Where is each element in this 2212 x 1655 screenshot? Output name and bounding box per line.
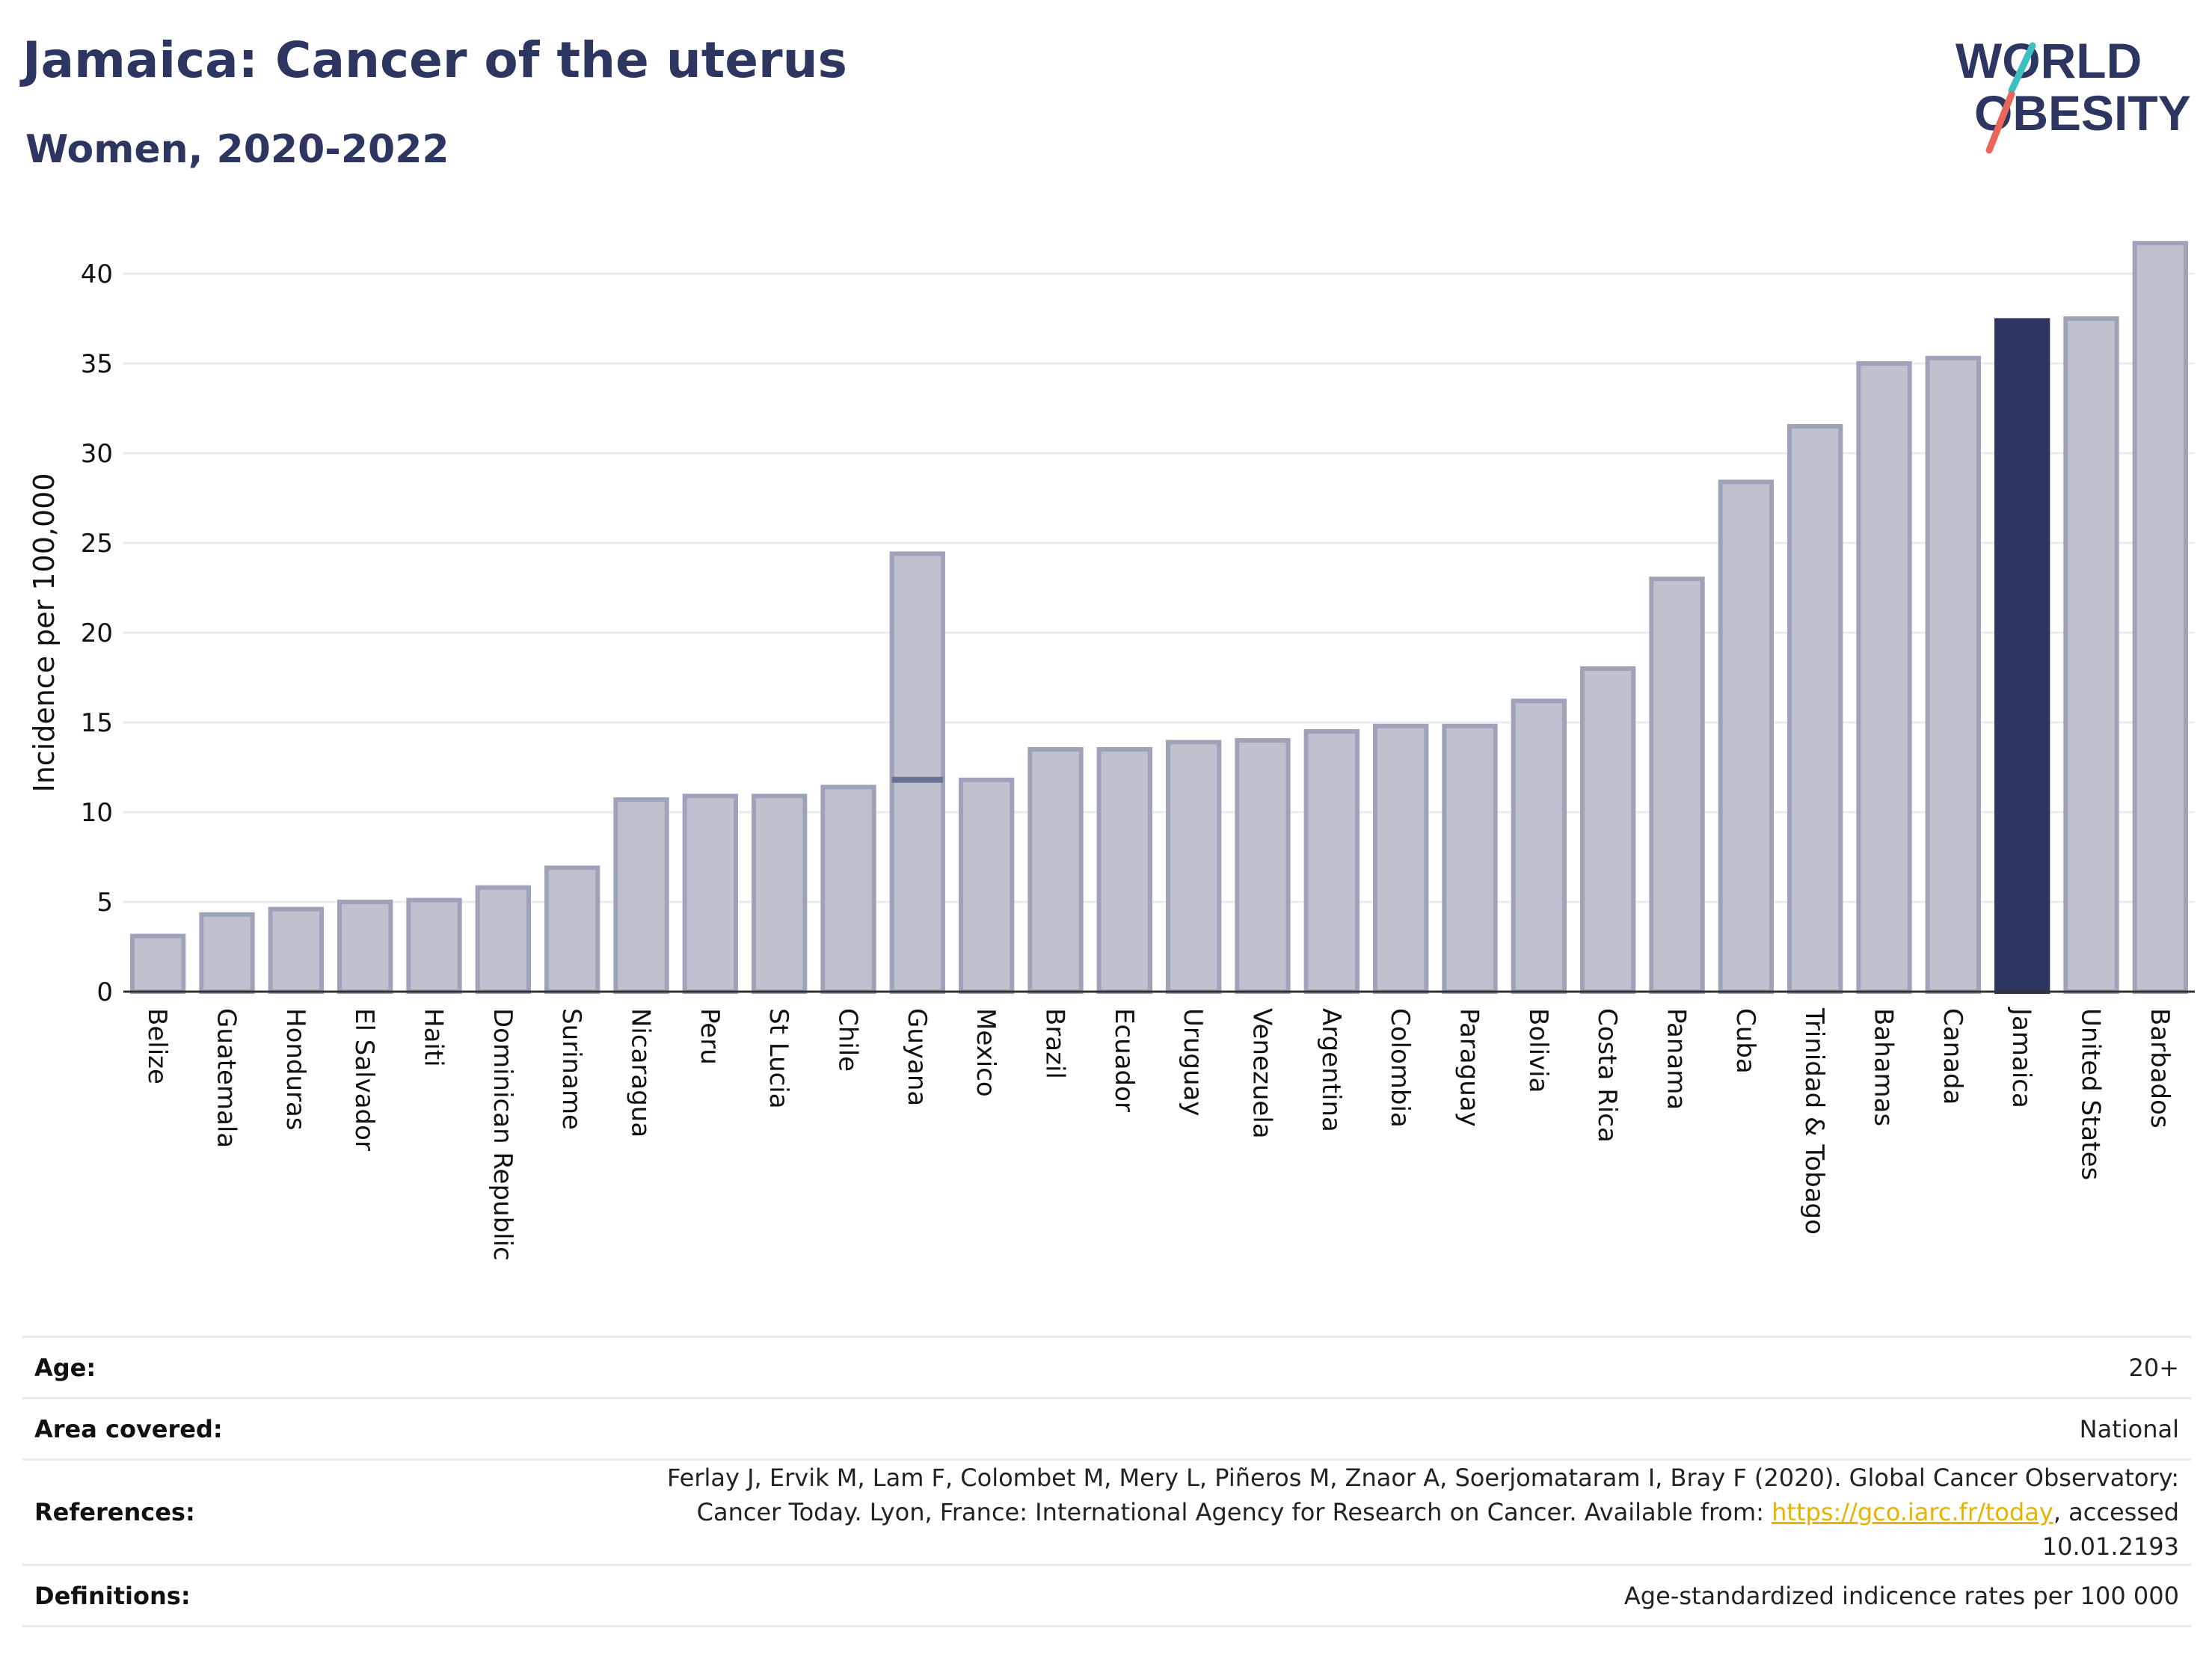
y-tick-label: 15 [81,708,113,738]
y-tick-label: 30 [81,439,113,469]
bar [889,551,945,994]
x-tick-label: Paraguay [1454,1008,1484,1127]
x-tick-label: Bolivia [1523,1008,1553,1093]
meta-row-references: References: Ferlay J, Ervik M, Lam F, Co… [22,1458,2191,1566]
bar [1096,747,1152,994]
bar [406,897,462,994]
bar [1303,729,1360,994]
bar [1787,424,1843,994]
reference-link[interactable]: https://gco.iarc.fr/today [1772,1498,2053,1526]
bar [1442,723,1498,994]
bar [268,906,324,994]
x-tick-label: Haiti [419,1008,449,1067]
meta-key-age: Age: [22,1336,570,1399]
x-tick-label: St Lucia [764,1008,793,1109]
x-tick-label: Chile [833,1008,863,1072]
bar [1925,355,1981,995]
bar [1718,479,1774,994]
world-obesity-logo: WORLD OBESITY [1956,33,2191,154]
meta-value-age: 20+ [570,1336,2191,1399]
y-tick-label: 5 [96,888,113,918]
x-tick-label: Colombia [1385,1008,1415,1128]
bar [475,885,531,994]
y-tick-label: 0 [96,977,113,1007]
bar [820,784,876,995]
x-tick-label: Costa Rica [1592,1008,1622,1143]
meta-value-definitions: Age-standardized indicence rates per 100… [570,1564,2191,1627]
x-tick-label: Ecuador [1109,1008,1139,1112]
meta-key-area: Area covered: [22,1397,570,1461]
bar [752,793,808,995]
logo-slash-teal [2008,42,2036,94]
bar [1856,361,1912,994]
bar [1027,747,1084,994]
chart-subtitle: Women, 2020-2022 [25,127,449,172]
bar-chart: 0 5 10 15 20 25 30 35 40 Incidence per 100,000 Bel… [28,241,2195,1261]
chart-title: Jamaica: Cancer of the uterus [22,31,847,89]
meta-value-area: National [570,1397,2191,1461]
x-tick-label: Guyana [902,1008,932,1106]
bar [1373,723,1429,994]
logo-text-world: WORLD [1956,33,2142,88]
bar [959,777,1015,994]
reference-accessed: , accessed 10.01.2193 [2042,1498,2179,1561]
meta-key-references: References: [22,1458,570,1566]
bar [1235,738,1291,994]
y-axis-label: Incidence per 100,000 [28,473,61,792]
meta-row-area: Area covered: National [22,1397,2191,1461]
x-tick-label: Argentina [1316,1008,1346,1132]
x-tick-label: Suriname [556,1008,586,1130]
x-tick-label: Trinidad & Tobago [1799,1007,1829,1235]
meta-key-definitions: Definitions: [22,1564,570,1627]
bar [1649,577,1705,994]
bar [1994,318,2050,994]
y-tick-label: 40 [81,260,113,289]
bar [2063,316,2119,994]
bar [337,900,393,994]
meta-row-definitions: Definitions: Age-standardized indicence … [22,1564,2191,1627]
bar [1511,698,1567,994]
x-tick-label: Honduras [280,1008,310,1131]
y-tick-label: 10 [81,798,113,828]
bar [1166,740,1222,995]
x-tick-label: Panama [1662,1008,1692,1110]
x-tick-label: Belize [142,1008,172,1084]
meta-value-references: Ferlay J, Ervik M, Lam F, Colombet M, Me… [570,1458,2191,1566]
bar [199,912,255,994]
x-tick-label: Brazil [1040,1008,1070,1079]
bar [130,933,186,994]
x-tick-label: Uruguay [1178,1008,1208,1117]
x-tick-label: Nicaragua [626,1008,656,1137]
x-tick-label: Dominican Republic [488,1008,517,1261]
bar [2132,241,2188,994]
bar [544,865,600,995]
x-tick-label: Venezuela [1247,1008,1277,1139]
reference-text: Ferlay J, Ervik M, Lam F, Colombet M, Me… [667,1464,2179,1526]
bar [682,793,738,995]
logo-slash-red [1985,90,2015,154]
x-tick-label: Peru [695,1008,725,1065]
x-tick-label: Jamaica [2006,1007,2036,1108]
x-tick-label: Guatemala [212,1008,242,1148]
x-tick-label: El Salvador [349,1008,379,1151]
x-tick-label: Canada [1938,1008,1967,1105]
metadata-table: Age: 20+ Area covered: National Referenc… [22,1336,2191,1627]
y-tick-label: 20 [81,618,113,648]
x-tick-label: Bahamas [1869,1008,1899,1126]
bar [1580,666,1636,994]
meta-row-age: Age: 20+ [22,1336,2191,1399]
x-tick-label: Mexico [971,1008,1001,1097]
x-tick-label: Barbados [2145,1008,2175,1129]
y-tick-label: 35 [81,349,113,379]
x-tick-label: Cuba [1730,1008,1760,1074]
y-tick-label: 25 [81,529,113,559]
x-tick-label: United States [2076,1008,2106,1180]
bar [613,797,669,994]
